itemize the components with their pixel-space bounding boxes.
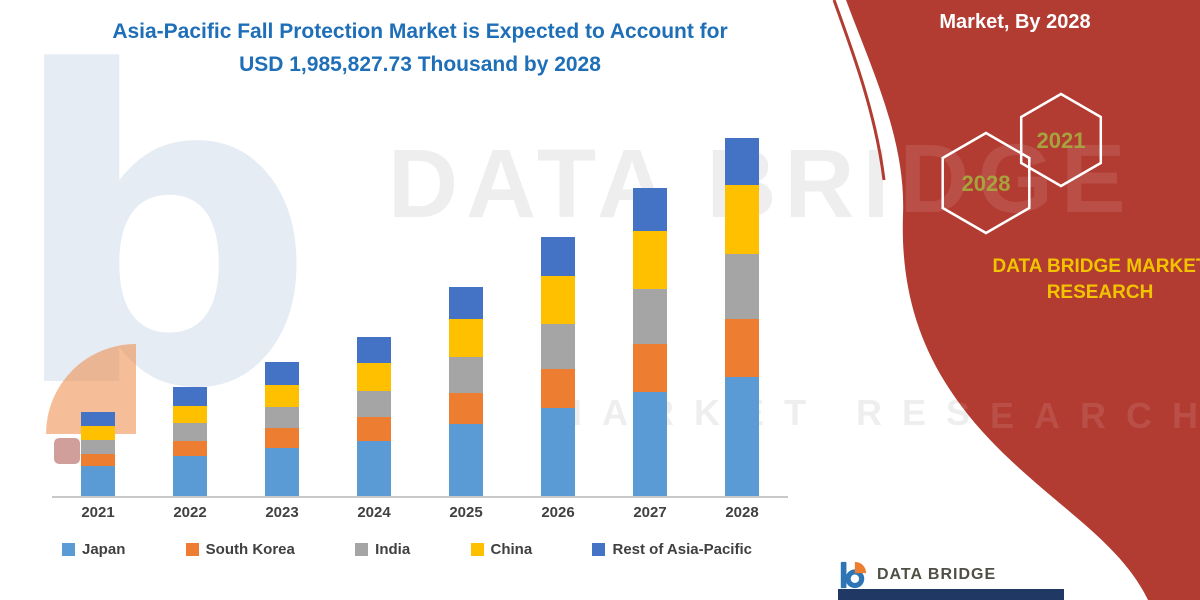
- bar-segment-2028-india: [725, 254, 759, 319]
- bar-segment-2027-south-korea: [633, 343, 667, 392]
- x-axis-label-2024: 2024: [357, 504, 391, 521]
- bar-cell-2021: [52, 118, 144, 496]
- x-axis-labels: 2021 2022 2023 2024 2025 2026 2027 2028: [52, 504, 788, 521]
- legend-label: India: [375, 541, 411, 558]
- bar-segment-2026-india: [541, 323, 575, 369]
- bar-2026: [541, 237, 575, 496]
- bar-segment-2027-rest-of-asia-pacific: [633, 187, 667, 232]
- x-axis-label-2027: 2027: [633, 504, 667, 521]
- legend-swatch: [470, 543, 484, 556]
- stacked-bar-chart: [52, 118, 788, 498]
- x-axis-label-2025: 2025: [449, 504, 483, 521]
- bar-segment-2023-rest-of-asia-pacific: [265, 361, 299, 385]
- bar-2023: [265, 361, 299, 496]
- bar-segment-2023-india: [265, 406, 299, 429]
- bar-segment-2021-south-korea: [81, 454, 115, 467]
- bar-segment-2022-rest-of-asia-pacific: [173, 386, 207, 406]
- page-title: Asia-Pacific Fall Protection Market is E…: [40, 16, 800, 81]
- bar-segment-2021-japan: [81, 466, 115, 496]
- bar-segment-2026-china: [541, 276, 575, 324]
- bar-2024: [357, 336, 391, 496]
- bar-segment-2025-china: [449, 318, 483, 357]
- bar-2022: [173, 386, 207, 496]
- bar-segment-2025-india: [449, 356, 483, 393]
- bar-segment-2022-south-korea: [173, 441, 207, 457]
- legend-swatch: [62, 543, 75, 556]
- legend-item-rest-of-asia-pacific: Rest of Asia-Pacific: [592, 541, 752, 558]
- legend-swatch: [355, 543, 369, 556]
- legend-label: Japan: [82, 541, 126, 558]
- bar-segment-2023-china: [265, 384, 299, 407]
- panel-brand-line1: DATA BRIDGE MARKET: [993, 256, 1200, 277]
- bar-cell-2024: [328, 118, 420, 496]
- x-axis-label-2026: 2026: [541, 504, 575, 521]
- bar-segment-2022-japan: [173, 456, 207, 496]
- bar-segment-2028-japan: [725, 376, 759, 496]
- legend-label: South Korea: [205, 541, 295, 558]
- legend-label: China: [490, 541, 533, 558]
- x-axis-label-2028: 2028: [725, 504, 759, 521]
- bar-segment-2028-rest-of-asia-pacific: [725, 137, 759, 185]
- legend-swatch: [592, 543, 606, 556]
- bar-segment-2026-rest-of-asia-pacific: [541, 237, 575, 277]
- databridge-logo-icon: [840, 561, 867, 589]
- bar-segment-2021-india: [81, 440, 115, 455]
- bar-segment-2027-india: [633, 289, 667, 344]
- bar-cell-2028: [696, 118, 788, 496]
- footer-navy-bar: [838, 589, 1064, 600]
- legend-item-india: India: [355, 541, 410, 558]
- red-panel-shape: [846, 0, 1200, 600]
- chart-legend: Japan South Korea India China Rest of Asia-P…: [62, 541, 752, 558]
- panel-brand-line2: RESEARCH: [1047, 282, 1154, 303]
- bar-segment-2028-china: [725, 184, 759, 255]
- x-axis-label-2021: 2021: [81, 504, 115, 521]
- page-title-line2: USD 1,985,827.73 Thousand by 2028: [239, 52, 601, 76]
- bar-segment-2027-japan: [633, 391, 667, 496]
- bar-segment-2024-india: [357, 390, 391, 418]
- bar-segment-2028-south-korea: [725, 318, 759, 377]
- bar-cell-2022: [144, 118, 236, 496]
- x-axis-label-2022: 2022: [173, 504, 207, 521]
- legend-item-china: China: [470, 541, 533, 558]
- bar-2021: [81, 411, 115, 496]
- bar-segment-2027-china: [633, 231, 667, 290]
- watermark-logo-b: b: [8, 0, 316, 483]
- watermark-red-dot: [54, 438, 80, 464]
- bar-segment-2026-japan: [541, 408, 575, 496]
- bar-cell-2027: [604, 118, 696, 496]
- bar-segment-2024-china: [357, 362, 391, 391]
- bar-segment-2022-china: [173, 405, 207, 424]
- bar-cell-2023: [236, 118, 328, 496]
- x-axis-label-2023: 2023: [265, 504, 299, 521]
- bar-segment-2023-japan: [265, 448, 299, 496]
- legend-swatch: [185, 543, 199, 556]
- bar-cell-2025: [420, 118, 512, 496]
- legend-item-japan: Japan: [62, 541, 125, 558]
- bar-segment-2024-rest-of-asia-pacific: [357, 336, 391, 363]
- legend-label: Rest of Asia-Pacific: [612, 541, 752, 558]
- panel-header: Market, By 2028: [939, 11, 1090, 33]
- legend-item-south-korea: South Korea: [185, 541, 295, 558]
- bar-2027: [633, 187, 667, 496]
- bar-segment-2026-south-korea: [541, 368, 575, 409]
- footer-logo-text: DATA BRIDGE: [877, 566, 997, 583]
- bar-cell-2026: [512, 118, 604, 496]
- bar-2028: [725, 137, 759, 496]
- bar-segment-2025-rest-of-asia-pacific: [449, 287, 483, 319]
- bar-segment-2025-south-korea: [449, 392, 483, 425]
- bar-segment-2022-india: [173, 423, 207, 442]
- bar-segment-2024-south-korea: [357, 417, 391, 442]
- bar-2025: [449, 287, 483, 496]
- bar-segment-2021-china: [81, 426, 115, 441]
- page-title-line1: Asia-Pacific Fall Protection Market is E…: [112, 20, 728, 43]
- bar-segment-2024-japan: [357, 441, 391, 496]
- bar-segment-2025-japan: [449, 424, 483, 496]
- bar-segment-2023-south-korea: [265, 428, 299, 449]
- bar-segment-2021-rest-of-asia-pacific: [81, 411, 115, 427]
- footer-logo: DATA BRIDGE: [838, 560, 996, 590]
